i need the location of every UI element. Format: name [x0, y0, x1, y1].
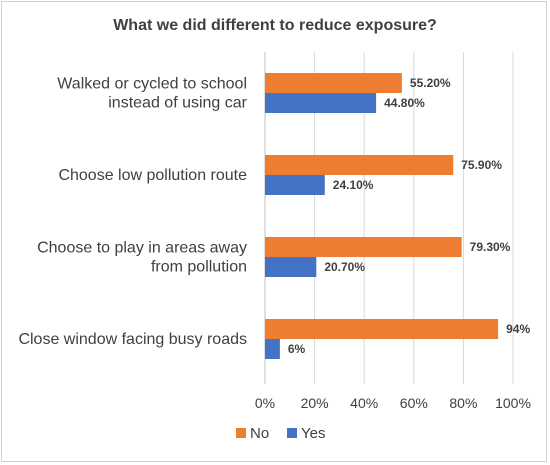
category-label: Choose to play in areas away	[37, 240, 247, 257]
category-label: from pollution	[151, 259, 247, 276]
category-label: Walked or cycled to school	[57, 76, 247, 93]
legend-swatch-no	[236, 428, 246, 438]
data-label: 6%	[288, 342, 306, 356]
x-axis-ticks: 0% 20% 40% 60% 80% 100%	[255, 395, 531, 411]
x-tick-label: 20%	[301, 395, 329, 411]
data-label: 94%	[506, 322, 530, 336]
legend: No Yes	[236, 425, 325, 442]
category-label: Close window facing busy roads	[18, 331, 247, 348]
data-label: 75.90%	[461, 158, 502, 172]
chart-title: What we did different to reduce exposure…	[113, 17, 437, 34]
data-label: 55.20%	[410, 76, 451, 90]
category-labels: Walked or cycled to school instead of usi…	[18, 76, 247, 349]
bars	[265, 73, 499, 359]
x-tick-label: 60%	[400, 395, 428, 411]
bar-no	[265, 237, 462, 257]
category-label: Choose low pollution route	[58, 167, 247, 184]
legend-label: Yes	[301, 425, 325, 442]
data-label: 20.70%	[324, 260, 365, 274]
bar-yes	[265, 175, 325, 195]
legend-swatch-yes	[287, 428, 297, 438]
x-tick-label: 80%	[449, 395, 477, 411]
data-label: 24.10%	[333, 178, 374, 192]
data-label: 44.80%	[384, 96, 425, 110]
bar-yes	[265, 93, 377, 113]
category-label: instead of using car	[108, 95, 247, 112]
bar-no	[265, 319, 499, 339]
x-tick-label: 40%	[350, 395, 378, 411]
x-tick-label: 100%	[495, 395, 531, 411]
bar-yes	[265, 257, 317, 277]
bar-yes	[265, 339, 280, 359]
bar-no	[265, 155, 454, 175]
data-labels: 55.20% 44.80% 75.90% 24.10% 79.30% 20.70% 94% 6…	[288, 76, 531, 356]
data-label: 79.30%	[470, 240, 511, 254]
bar-no	[265, 73, 402, 93]
legend-label: No	[250, 425, 269, 442]
x-tick-label: 0%	[255, 395, 275, 411]
